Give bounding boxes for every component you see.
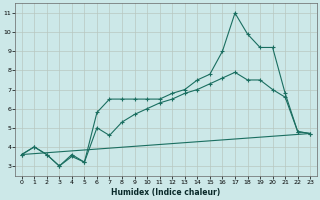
X-axis label: Humidex (Indice chaleur): Humidex (Indice chaleur) <box>111 188 220 197</box>
